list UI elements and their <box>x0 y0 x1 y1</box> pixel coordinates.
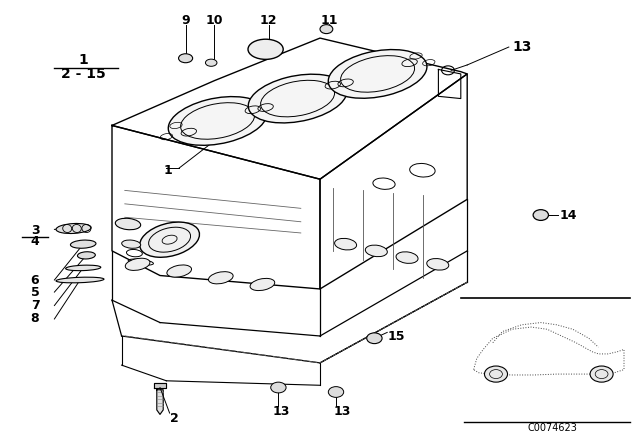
Circle shape <box>320 25 333 34</box>
Text: 11: 11 <box>321 13 339 27</box>
Ellipse shape <box>56 224 91 233</box>
Text: 5: 5 <box>31 285 40 299</box>
Ellipse shape <box>250 278 275 291</box>
Ellipse shape <box>396 252 418 263</box>
Ellipse shape <box>56 277 104 283</box>
Circle shape <box>590 366 613 382</box>
Ellipse shape <box>328 50 427 98</box>
Polygon shape <box>154 383 166 388</box>
Circle shape <box>484 366 508 382</box>
Ellipse shape <box>248 39 283 59</box>
Text: 12: 12 <box>260 13 278 27</box>
Text: 9: 9 <box>181 13 190 27</box>
Ellipse shape <box>115 218 141 230</box>
Ellipse shape <box>140 222 200 257</box>
Text: 13: 13 <box>333 405 351 418</box>
Text: 1: 1 <box>78 53 88 68</box>
Ellipse shape <box>77 252 95 259</box>
Circle shape <box>271 382 286 393</box>
Circle shape <box>328 387 344 397</box>
Text: 10: 10 <box>205 13 223 27</box>
Circle shape <box>367 333 382 344</box>
Polygon shape <box>157 390 163 414</box>
Ellipse shape <box>335 238 356 250</box>
Text: 2 - 15: 2 - 15 <box>61 67 106 81</box>
Text: 15: 15 <box>387 329 404 343</box>
Circle shape <box>533 210 548 220</box>
Ellipse shape <box>209 271 233 284</box>
Ellipse shape <box>248 74 347 123</box>
Ellipse shape <box>427 258 449 270</box>
Ellipse shape <box>66 265 100 271</box>
Text: 8: 8 <box>31 312 39 326</box>
Text: 4: 4 <box>31 235 40 249</box>
Ellipse shape <box>70 240 96 248</box>
Text: 3: 3 <box>31 224 39 237</box>
Text: 14: 14 <box>560 208 577 222</box>
Ellipse shape <box>125 258 150 271</box>
Ellipse shape <box>168 97 267 145</box>
Text: 2: 2 <box>170 412 179 426</box>
Ellipse shape <box>122 240 141 248</box>
Text: 1: 1 <box>163 164 172 177</box>
Ellipse shape <box>167 265 191 277</box>
Text: 13: 13 <box>273 405 291 418</box>
Ellipse shape <box>179 54 193 63</box>
Ellipse shape <box>205 59 217 66</box>
Text: C0074623: C0074623 <box>528 423 578 433</box>
Text: 6: 6 <box>31 273 39 287</box>
Ellipse shape <box>365 245 387 257</box>
Text: 7: 7 <box>31 299 40 312</box>
Text: 13: 13 <box>512 40 531 54</box>
